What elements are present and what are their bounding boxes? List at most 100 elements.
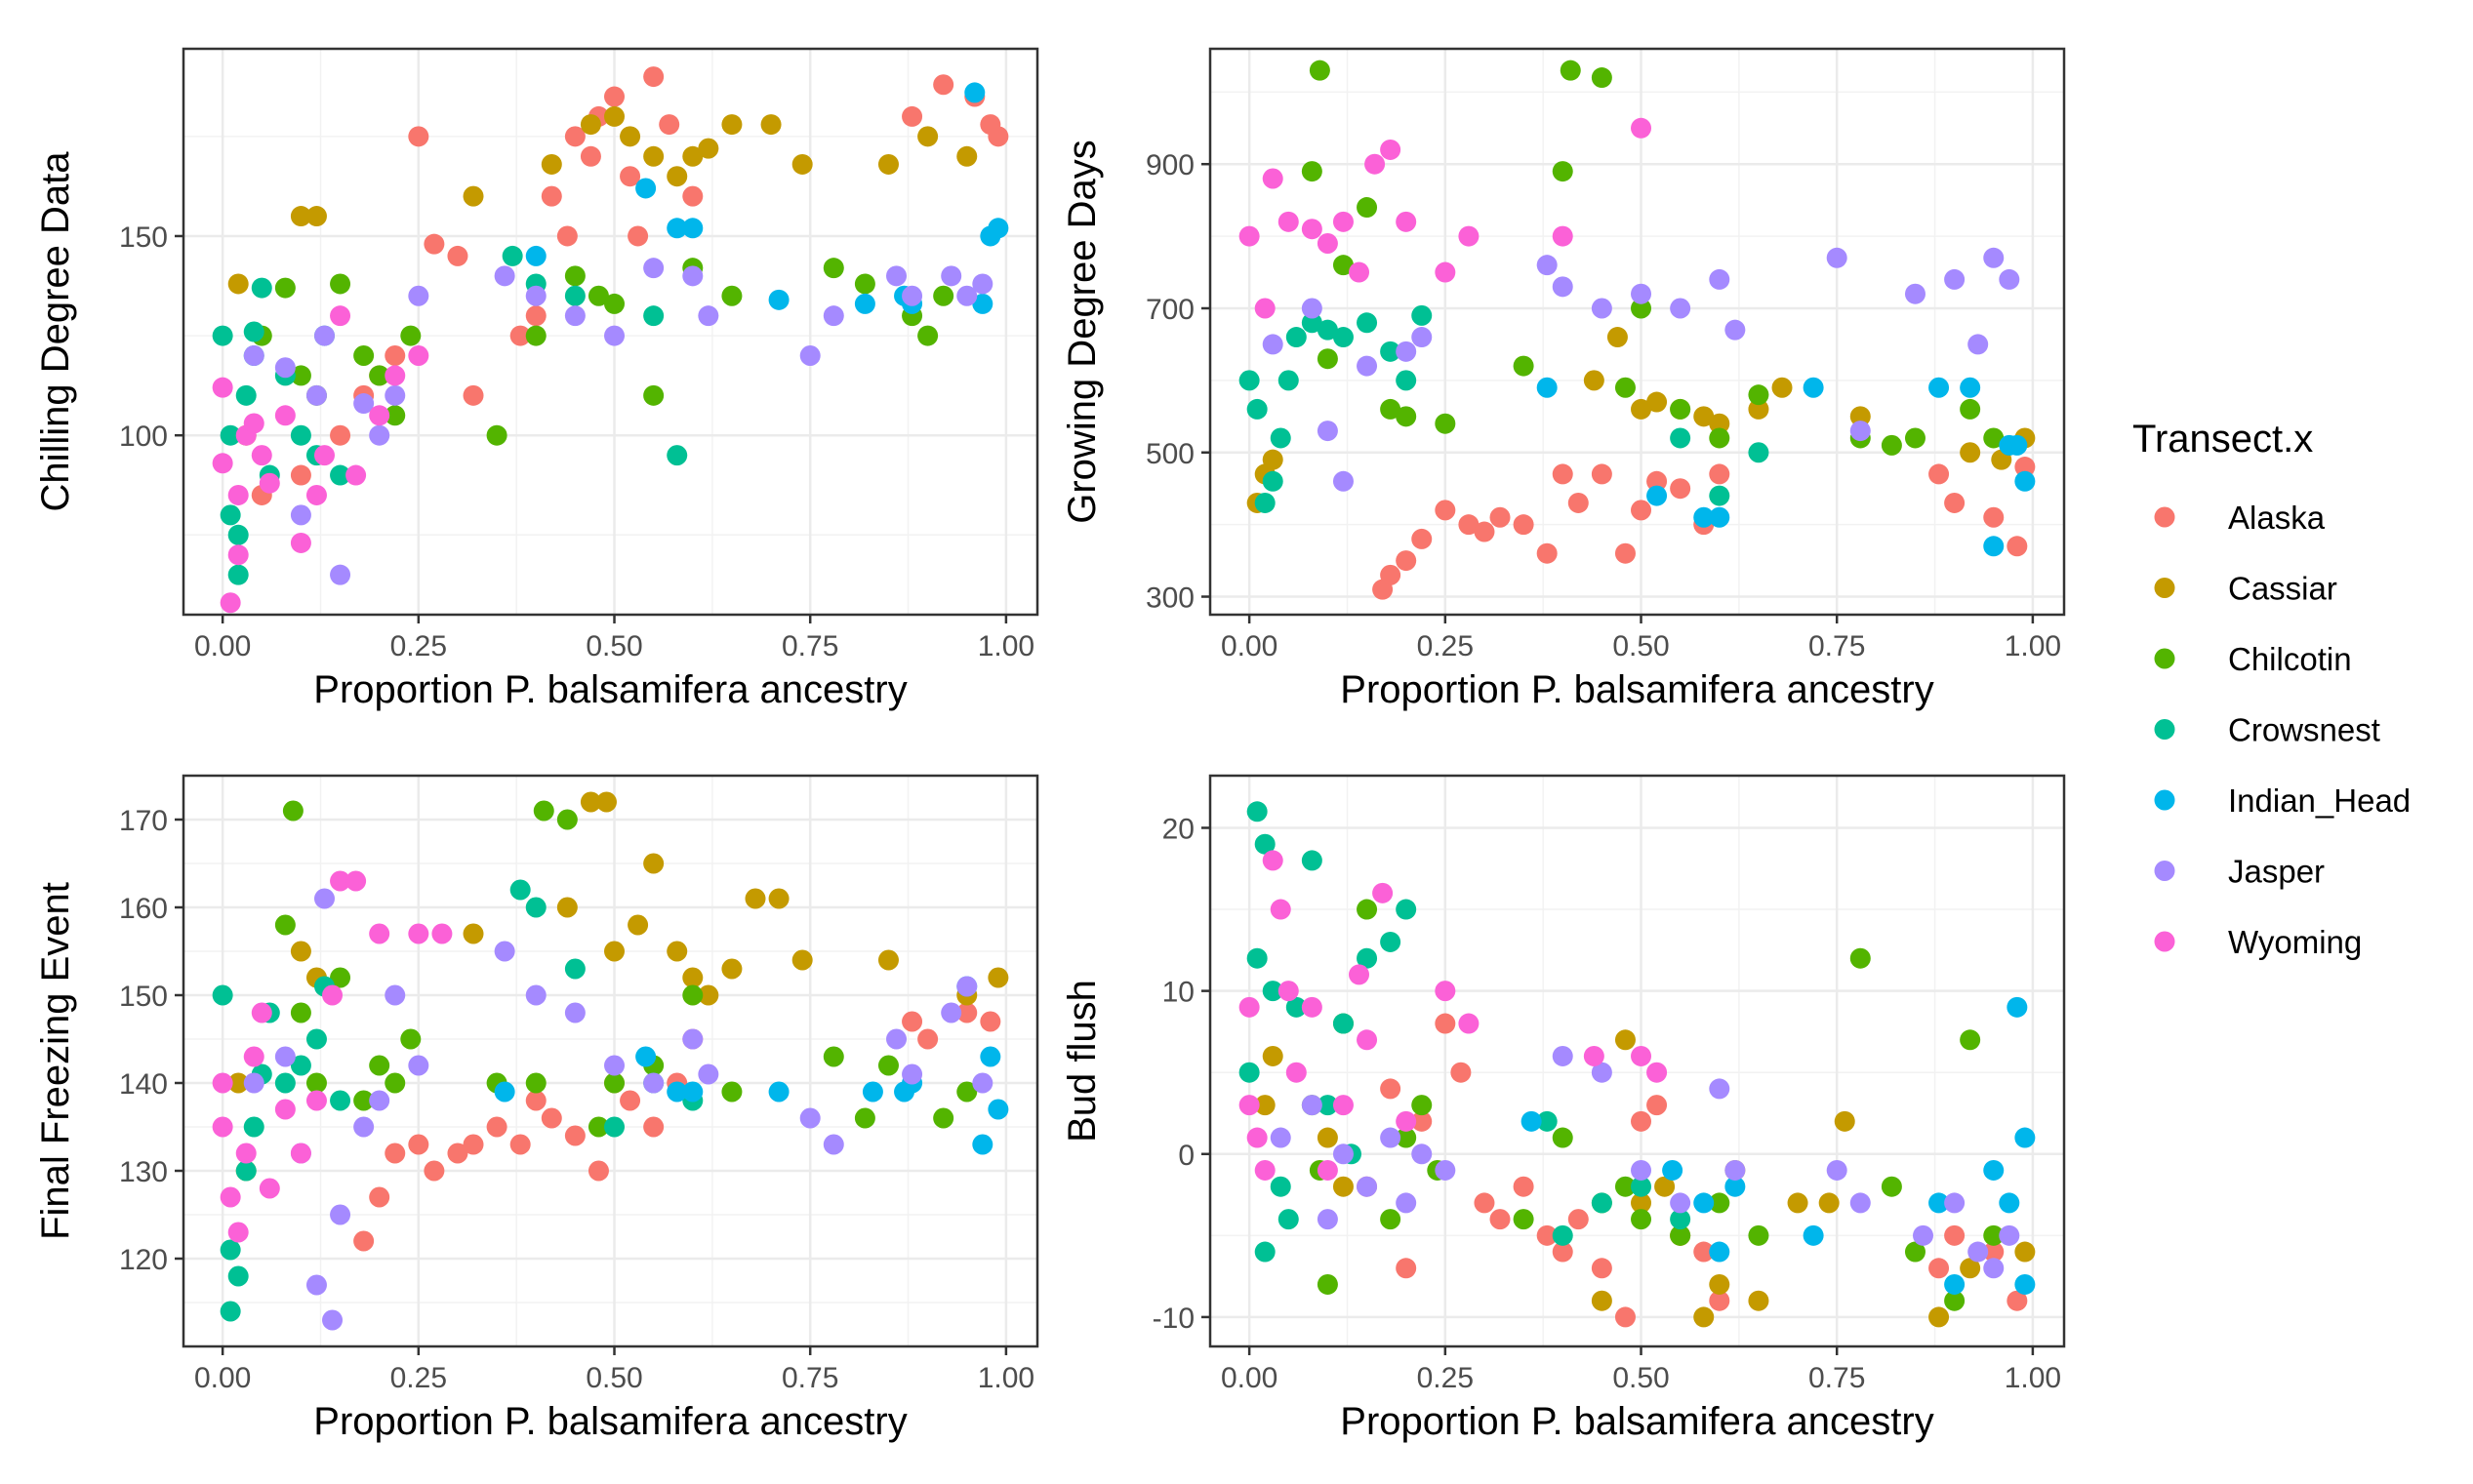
data-point [1818, 1192, 1840, 1214]
data-point [1662, 1159, 1683, 1181]
data-point [1646, 485, 1668, 506]
legend-label: Wyoming [2228, 924, 2362, 960]
data-point [1396, 406, 1417, 427]
data-point [956, 976, 978, 997]
data-point [972, 273, 993, 295]
data-point [1332, 1095, 1354, 1116]
data-point [854, 273, 875, 295]
data-point [1396, 211, 1417, 232]
data-point [525, 897, 547, 918]
legend-label: Cassiar [2228, 571, 2337, 607]
data-point [1826, 1159, 1847, 1181]
data-point [721, 114, 743, 136]
legend-key [2154, 506, 2175, 528]
data-point [274, 405, 296, 426]
data-point [604, 86, 626, 107]
y-axis-title: Bud flush [1061, 980, 1104, 1143]
legend-key [2154, 861, 2175, 881]
data-point [588, 285, 609, 306]
data-point [988, 126, 1009, 147]
data-point [290, 1055, 311, 1076]
data-point [447, 1143, 468, 1164]
data-point [1631, 1176, 1652, 1197]
data-point [1614, 1029, 1636, 1051]
data-point [1928, 377, 1950, 398]
data-point [400, 325, 422, 346]
data-point [1458, 225, 1480, 247]
series-indian-head [1520, 996, 2036, 1295]
data-point [564, 305, 586, 327]
data-point [1709, 485, 1730, 506]
x-axis-title: Proportion P. balsamifera ancestry [1340, 1400, 1933, 1443]
data-point [1301, 219, 1322, 240]
y-tick-label: 900 [1146, 149, 1195, 181]
data-point [431, 923, 453, 944]
x-tick-label: 0.00 [194, 630, 251, 662]
data-point [682, 1081, 704, 1103]
data-point [290, 464, 311, 486]
x-axis-title: Proportion P. balsamifera ancestry [313, 668, 907, 711]
data-point [1332, 211, 1354, 232]
data-point [1536, 542, 1558, 564]
data-point [1238, 1062, 1260, 1083]
data-point [541, 185, 562, 207]
data-point [1270, 899, 1291, 920]
data-point [1826, 247, 1847, 268]
data-point [595, 791, 617, 813]
data-point [1435, 261, 1456, 283]
data-point [823, 305, 844, 327]
data-point [620, 1090, 641, 1111]
data-point [541, 153, 562, 175]
data-point [1787, 1192, 1808, 1214]
data-point [369, 1055, 390, 1076]
data-point [408, 285, 429, 306]
data-point [2014, 1127, 2036, 1148]
data-point [972, 1134, 993, 1155]
panel-border [1208, 774, 2066, 1348]
legend-entry-wyoming: Wyoming [2154, 924, 2362, 960]
data-point [463, 384, 484, 406]
series-alaska [353, 1002, 1001, 1252]
data-point [635, 178, 657, 199]
data-point [1396, 1258, 1417, 1279]
data-point [1724, 1159, 1746, 1181]
x-tick-label: 0.25 [1417, 1362, 1474, 1394]
legend-key [2154, 931, 2175, 952]
data-point [369, 1090, 390, 1111]
data-point [1693, 1306, 1715, 1328]
y-tick-label: 500 [1146, 438, 1195, 470]
data-point [1567, 1209, 1589, 1230]
data-point [251, 1002, 272, 1023]
y-tick-label: 150 [119, 981, 168, 1013]
data-point [1614, 542, 1636, 564]
data-point [862, 1081, 883, 1103]
data-point [1560, 60, 1581, 81]
data-point [502, 245, 523, 266]
data-point [768, 1081, 790, 1103]
data-point [1849, 421, 1871, 442]
data-point [290, 365, 311, 386]
data-point [556, 225, 578, 247]
data-point [1904, 427, 1926, 449]
data-point [1277, 370, 1299, 391]
data-point [494, 941, 515, 962]
series-chilcotin [1301, 60, 2005, 456]
x-tick-label: 0.00 [1221, 630, 1277, 662]
data-point [564, 958, 586, 980]
data-point [768, 289, 790, 310]
data-point [1262, 168, 1283, 189]
data-point [643, 145, 665, 167]
data-point [353, 1116, 375, 1138]
data-point [902, 1063, 923, 1085]
data-point [667, 1081, 688, 1103]
data-point [1960, 1029, 1981, 1051]
data-point [1646, 470, 1668, 492]
data-point [1552, 1224, 1573, 1246]
panel-border [1208, 47, 2066, 617]
data-point [1474, 1192, 1495, 1214]
data-point [1513, 1209, 1534, 1230]
data-point [1246, 1127, 1268, 1148]
data-point [290, 532, 311, 553]
data-point [799, 345, 821, 367]
data-point [1536, 255, 1558, 276]
